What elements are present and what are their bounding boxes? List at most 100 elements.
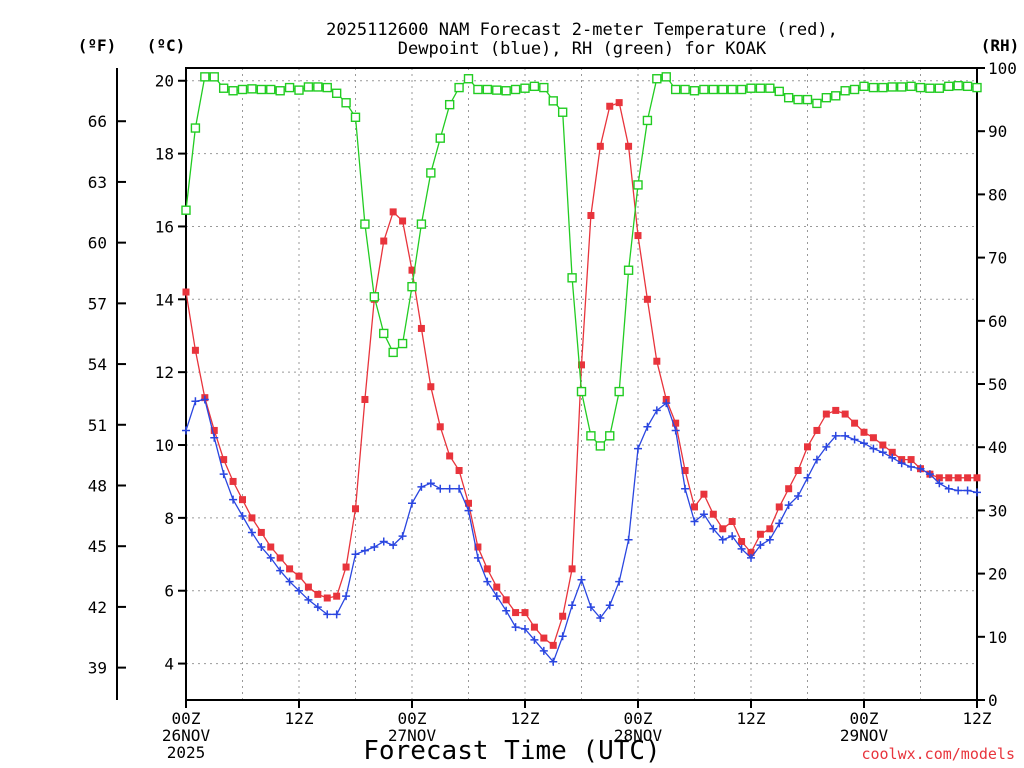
rh-tick-label: 0 <box>988 691 998 710</box>
x-tick-label: 00Z <box>850 709 879 728</box>
temperature-point <box>973 474 981 482</box>
dewpoint-point <box>210 433 219 442</box>
dewpoint-point <box>822 442 831 451</box>
rh-point <box>925 83 935 93</box>
rh-point <box>435 133 445 143</box>
rh-point <box>473 84 483 95</box>
series-rh <box>181 72 982 451</box>
temperature-point <box>634 232 642 240</box>
rh-point <box>586 431 596 441</box>
rh-point <box>887 82 897 92</box>
rh-point <box>379 328 389 339</box>
rh-point <box>190 123 201 133</box>
dewpoint-point <box>408 499 416 508</box>
rh-point <box>642 115 653 126</box>
temperature-point <box>540 634 548 642</box>
temperature-point <box>775 503 783 511</box>
temperature-point <box>474 543 482 551</box>
rh-point <box>539 82 549 93</box>
dewpoint-point <box>586 603 595 612</box>
dewpoint-point <box>417 482 426 491</box>
rh-unit-label: (RH) <box>981 36 1020 55</box>
dewpoint-point <box>502 606 511 615</box>
dewpoint-point <box>869 444 878 453</box>
dewpoint-point <box>860 439 868 448</box>
temperature-point <box>239 496 246 504</box>
rh-point <box>331 88 342 98</box>
x-tick-label: 27NOV <box>388 726 437 745</box>
rh-point <box>605 431 615 441</box>
rh-point <box>416 219 427 229</box>
rh-point <box>397 338 408 349</box>
dewpoint-point <box>596 614 605 623</box>
rh-point <box>802 94 813 105</box>
rh-point <box>501 86 511 96</box>
temperature-point <box>276 554 284 562</box>
dewpoint-point <box>266 553 275 562</box>
temperature-point <box>709 510 717 518</box>
dewpoint-point <box>935 479 944 488</box>
rh-point <box>812 98 822 109</box>
rh-point <box>652 74 662 84</box>
x-tick-label: 12Z <box>285 709 314 728</box>
x-tick-label: 12Z <box>737 709 766 728</box>
dewpoint-point <box>784 501 793 510</box>
dewpoint-point <box>624 535 633 544</box>
temperature-point <box>935 474 943 482</box>
dewpoint-point <box>747 553 755 562</box>
dewpoint-point <box>342 592 351 601</box>
temperature-point <box>417 324 425 332</box>
dewpoint-point <box>690 517 699 526</box>
rh-point <box>915 82 926 93</box>
dewpoint-point <box>182 426 190 435</box>
rh-point <box>181 205 191 215</box>
rh-point <box>322 82 332 93</box>
rh-tick-label: 40 <box>988 438 1007 457</box>
dewpoint-point <box>568 601 577 610</box>
celsius-tick-label: 18 <box>155 145 174 164</box>
temperature-point <box>879 441 887 449</box>
rh-point <box>680 84 690 95</box>
celsius-tick-label: 16 <box>155 217 174 236</box>
rh-point <box>350 112 361 122</box>
dewpoint-point <box>285 577 294 586</box>
dewpoint-point <box>370 543 379 552</box>
dewpoint-point <box>737 544 746 553</box>
temperature-point <box>389 208 397 216</box>
dewpoint-point <box>699 510 708 519</box>
rh-tick-label: 10 <box>988 628 1007 647</box>
temperature-point <box>361 395 369 403</box>
data-series <box>181 72 982 666</box>
dewpoint-point <box>850 435 859 444</box>
fahrenheit-tick-label: 39 <box>88 659 107 678</box>
temperature-point <box>521 609 529 617</box>
temperature-point <box>700 490 708 498</box>
dewpoint-point <box>888 453 897 462</box>
temperature-point <box>267 543 275 551</box>
temperature-point <box>549 641 557 649</box>
rh-point <box>209 72 219 82</box>
rh-point <box>972 82 982 93</box>
celsius-tick-label: 6 <box>164 582 174 601</box>
rh-point <box>454 82 464 93</box>
temperature-point <box>681 467 689 475</box>
temperature-point <box>512 609 520 617</box>
dewpoint-point <box>765 535 774 544</box>
rh-point <box>765 83 775 93</box>
temperature-point <box>954 474 962 482</box>
temperature-point <box>747 548 755 556</box>
rh-point <box>736 84 747 95</box>
rh-point <box>482 84 493 95</box>
x-tick-label: 29NOV <box>840 726 889 745</box>
x-tick-label: 26NOV <box>162 726 211 745</box>
dewpoint-point <box>662 399 671 408</box>
rh-point <box>746 83 756 93</box>
temperature-point <box>323 594 331 602</box>
temperature-point <box>851 419 859 427</box>
rh-point <box>661 72 671 82</box>
dewpoint-point <box>605 601 614 610</box>
fahrenheit-tick-label: 54 <box>88 355 107 374</box>
dewpoint-point <box>652 406 661 415</box>
dewpoint-point <box>907 462 916 471</box>
x-axis-label: Forecast Time (UTC) <box>363 736 660 766</box>
